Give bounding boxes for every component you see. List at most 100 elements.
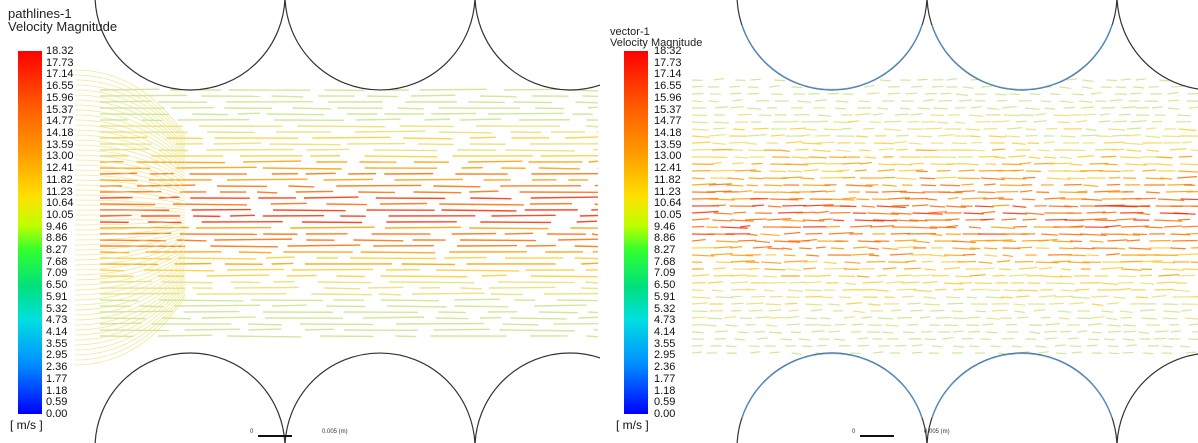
pathline-curve xyxy=(74,225,186,236)
velocity-vector xyxy=(708,134,727,137)
velocity-vector xyxy=(1120,310,1133,314)
velocity-vector xyxy=(867,212,899,215)
velocity-vector xyxy=(1039,266,1053,270)
velocity-vector xyxy=(1058,317,1070,320)
velocity-vector xyxy=(1178,274,1196,277)
velocity-vector xyxy=(818,274,832,277)
velocity-vector xyxy=(727,177,745,180)
velocity-vector xyxy=(873,142,894,145)
pathline-curve xyxy=(74,129,186,169)
velocity-vector xyxy=(1159,79,1170,82)
legend-tick-label: 7.68 xyxy=(46,255,68,268)
velocity-vector xyxy=(881,176,896,179)
velocity-vector xyxy=(760,233,780,237)
velocity-vector xyxy=(1067,177,1086,180)
pathline-segment xyxy=(470,197,512,200)
velocity-vector xyxy=(1139,309,1155,312)
legend-tick-label: 14.18 xyxy=(654,126,682,139)
velocity-vector xyxy=(930,309,945,312)
velocity-vector xyxy=(963,212,984,215)
velocity-vector xyxy=(735,169,757,172)
velocity-vector xyxy=(993,156,1006,159)
velocity-vector xyxy=(1178,170,1198,173)
velocity-vector xyxy=(691,316,707,319)
velocity-vector xyxy=(1144,226,1163,229)
legend-tick-label: 8.27 xyxy=(654,244,676,257)
velocity-vector xyxy=(819,317,831,320)
velocity-vector xyxy=(836,100,849,103)
velocity-vector xyxy=(970,106,982,109)
velocity-vector xyxy=(1018,266,1038,270)
pathline-segment xyxy=(585,125,599,128)
velocity-vector xyxy=(1107,239,1128,242)
velocity-vector xyxy=(1152,261,1176,264)
velocity-vector xyxy=(1120,156,1141,159)
velocity-vector xyxy=(912,274,935,277)
velocity-vector xyxy=(969,274,986,277)
velocity-vector xyxy=(968,330,981,333)
velocity-vector xyxy=(1057,310,1072,313)
legend-tick-label: 5.91 xyxy=(46,290,68,303)
velocity-vector xyxy=(804,317,818,320)
velocity-vector xyxy=(1078,100,1093,103)
velocity-vector xyxy=(827,198,855,201)
velocity-vector xyxy=(974,205,994,208)
pathline-curve xyxy=(74,261,186,301)
velocity-vector xyxy=(961,197,987,200)
velocity-vector xyxy=(1170,247,1186,250)
velocity-vector xyxy=(691,331,704,334)
velocity-vector xyxy=(1025,212,1045,216)
pathline-segment xyxy=(99,100,152,103)
velocity-vector xyxy=(891,212,912,215)
velocity-vector xyxy=(855,113,871,116)
pathline-segment xyxy=(490,293,523,296)
velocity-vector xyxy=(952,247,976,250)
velocity-vector xyxy=(1077,155,1095,158)
velocity-vector xyxy=(714,106,728,109)
velocity-vector xyxy=(970,288,988,291)
velocity-vector xyxy=(728,141,747,144)
velocity-vector xyxy=(882,184,897,187)
velocity-vector xyxy=(895,274,913,277)
velocity-vector xyxy=(861,316,873,319)
velocity-vector xyxy=(957,177,980,180)
velocity-vector xyxy=(917,107,930,110)
pathline-curve xyxy=(74,79,186,141)
velocity-vector xyxy=(985,331,998,334)
velocity-vector xyxy=(691,85,703,88)
pathline-curve xyxy=(74,236,186,256)
pathline-segment xyxy=(504,232,533,235)
legend-tick-label: 4.73 xyxy=(654,314,676,327)
velocity-vector xyxy=(887,92,901,95)
legend-tick-label: 2.95 xyxy=(654,349,676,362)
velocity-vector xyxy=(730,260,756,263)
pathline-segment xyxy=(99,317,146,320)
pathline-curve xyxy=(74,194,186,205)
legend-tick-label: 13.00 xyxy=(46,150,74,163)
pathline-segment xyxy=(380,299,440,302)
velocity-vector xyxy=(876,205,906,209)
pathline-segment xyxy=(481,274,507,277)
velocity-vector xyxy=(828,303,841,306)
velocity-vector xyxy=(789,127,807,130)
velocity-vector xyxy=(1126,344,1137,347)
velocity-vector xyxy=(802,219,825,222)
pathline-curve xyxy=(74,233,186,251)
pathline-segment xyxy=(354,130,426,133)
velocity-vector xyxy=(1025,128,1037,131)
legend-tick-label: 9.46 xyxy=(46,220,68,233)
velocity-vector xyxy=(877,107,889,110)
velocity-vector xyxy=(1145,127,1157,130)
pathline-curve xyxy=(74,280,186,336)
velocity-vector xyxy=(846,302,863,305)
velocity-vector xyxy=(1095,148,1116,151)
velocity-vector xyxy=(929,205,946,208)
velocity-vector xyxy=(786,323,801,326)
velocity-vector xyxy=(1041,275,1063,278)
pathline-segment xyxy=(243,160,302,163)
velocity-vector xyxy=(1140,282,1154,285)
velocity-vector xyxy=(791,86,803,89)
velocity-vector xyxy=(791,156,809,159)
pathline-segment xyxy=(498,281,575,284)
velocity-vector xyxy=(836,169,850,172)
